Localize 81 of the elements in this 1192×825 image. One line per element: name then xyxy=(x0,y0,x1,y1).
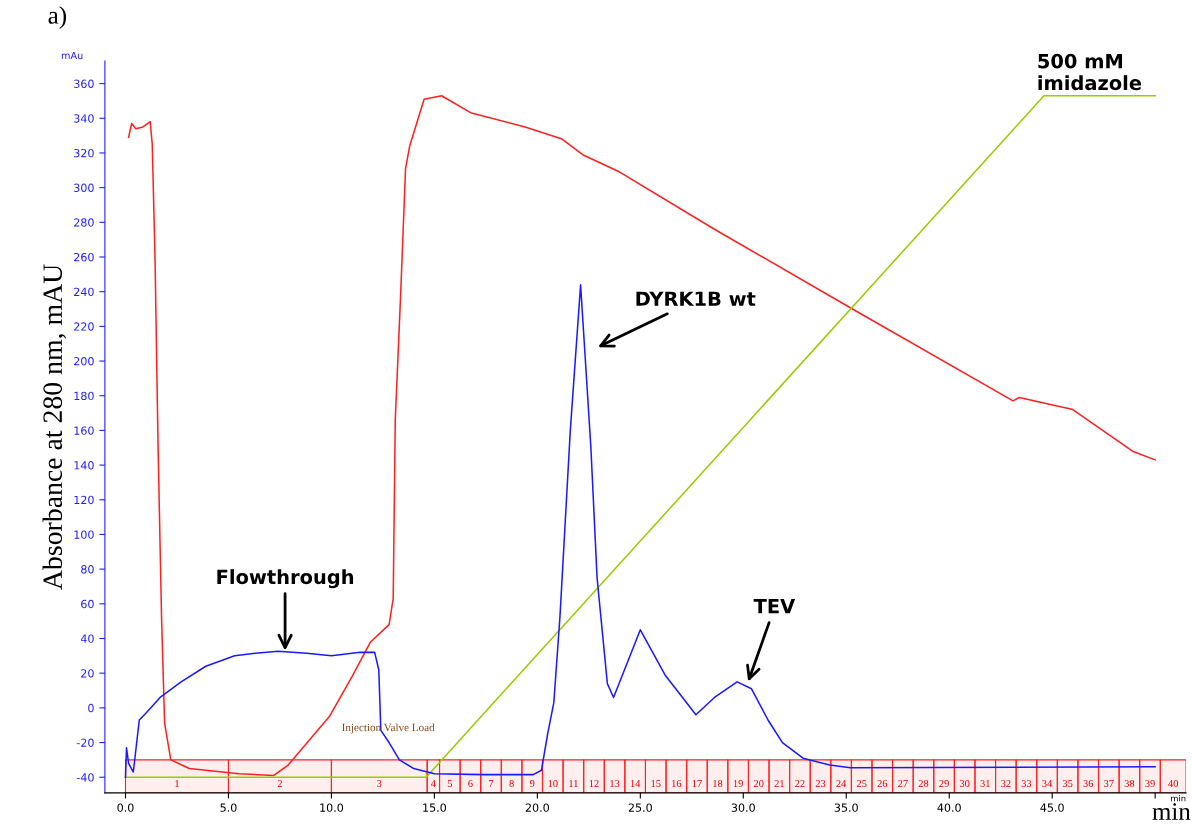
band-label: 32 xyxy=(1001,780,1011,788)
y-tick-label: 280 xyxy=(74,218,94,227)
text: min xyxy=(1171,795,1186,802)
band-label: 35 xyxy=(1062,780,1073,788)
annotation: DYRK1B wt xyxy=(636,291,756,306)
band-label: 38 xyxy=(1124,779,1135,788)
band-label: 3 xyxy=(377,780,382,788)
y-tick-label: 300 xyxy=(74,183,94,193)
y-tick-label: 100 xyxy=(74,530,94,539)
x-tick-label: 5.0 xyxy=(220,803,237,812)
band-label: 40 xyxy=(1168,779,1178,788)
x-tick-label: 0.0 xyxy=(117,803,134,812)
band-label: 9 xyxy=(529,780,535,788)
x-tick-label: 30.0 xyxy=(731,803,755,812)
band-label: 6 xyxy=(468,780,473,788)
band-label: 4 xyxy=(430,780,436,787)
y-tick-label: 220 xyxy=(74,322,94,331)
y-tick-label: 0 xyxy=(88,703,94,713)
y-tick-label: 200 xyxy=(74,357,94,366)
band-label: 2 xyxy=(277,780,282,787)
band-label: 24 xyxy=(836,780,847,787)
band-label: 12 xyxy=(589,780,599,787)
x-tick-label: 25.0 xyxy=(628,803,652,812)
y-axis-title: Absorbance at 280 nm, mAU xyxy=(42,264,67,590)
y-tick-label: 180 xyxy=(74,391,94,401)
band-label: 7 xyxy=(489,780,494,787)
band-label: 23 xyxy=(815,780,826,788)
y-tick-label: 40 xyxy=(80,634,94,643)
band-label: 15 xyxy=(651,780,661,788)
band-label: 29 xyxy=(939,780,949,788)
band-label: 13 xyxy=(610,780,620,788)
x-tick-label: 35.0 xyxy=(834,803,858,812)
x-tick-label: 45.0 xyxy=(1040,803,1064,812)
band-label: 39 xyxy=(1145,780,1155,788)
band-label: 18 xyxy=(713,779,723,788)
band-label: 27 xyxy=(898,780,908,787)
band-label: 21 xyxy=(774,780,784,787)
y-tick-label: 140 xyxy=(74,461,94,470)
chart-title: a) xyxy=(48,6,66,29)
annotation: 500 mM imidazole xyxy=(1038,53,1142,91)
band-label: 22 xyxy=(795,780,805,787)
y-tick-label: 120 xyxy=(74,495,94,505)
band-label: 1 xyxy=(175,780,179,787)
band-label: 19 xyxy=(733,780,743,788)
band-label: 33 xyxy=(1021,780,1032,788)
annotation: TEV xyxy=(753,598,796,614)
x-tick-label: 15.0 xyxy=(423,803,447,812)
band-label: 26 xyxy=(877,780,888,788)
band-label: 31 xyxy=(980,780,990,788)
y-tick-label: 260 xyxy=(74,252,94,262)
text: mAu xyxy=(61,51,83,60)
band-label: 36 xyxy=(1083,780,1094,788)
annotation: Injection Valve Load xyxy=(342,723,435,734)
x-tick-label: 40.0 xyxy=(937,803,961,812)
band-label: 30 xyxy=(959,779,970,788)
y-tick-label: 360 xyxy=(74,79,94,88)
band-label: 34 xyxy=(1042,780,1053,788)
x-axis-title: min xyxy=(1152,803,1191,820)
band-label: 37 xyxy=(1104,780,1114,788)
y-tick-label: 60 xyxy=(81,599,94,609)
x-tick-label: 20.0 xyxy=(525,803,549,812)
y-tick-label: 160 xyxy=(74,426,94,435)
y-tick-label: -40 xyxy=(76,773,94,782)
band-label: 20 xyxy=(753,779,764,788)
y-tick-label: 240 xyxy=(74,287,94,297)
y-tick-label: 340 xyxy=(74,114,94,123)
band-label: 16 xyxy=(672,780,682,788)
band-label: 14 xyxy=(630,780,641,787)
y-tick-label: 20 xyxy=(81,669,94,678)
y-tick-label: 80 xyxy=(81,565,94,574)
x-tick-label: 10.0 xyxy=(320,803,344,812)
band-label: 28 xyxy=(918,779,929,788)
band-label: 5 xyxy=(447,780,453,788)
band-label: 8 xyxy=(509,779,514,788)
band-label: 10 xyxy=(548,779,558,788)
y-tick-label: 320 xyxy=(74,148,94,158)
band-label: 17 xyxy=(692,780,702,787)
band-label: 25 xyxy=(856,780,867,788)
y-tick-label: -20 xyxy=(76,738,94,747)
band-label: 11 xyxy=(569,780,578,787)
annotation: Flowthrough xyxy=(217,569,354,589)
